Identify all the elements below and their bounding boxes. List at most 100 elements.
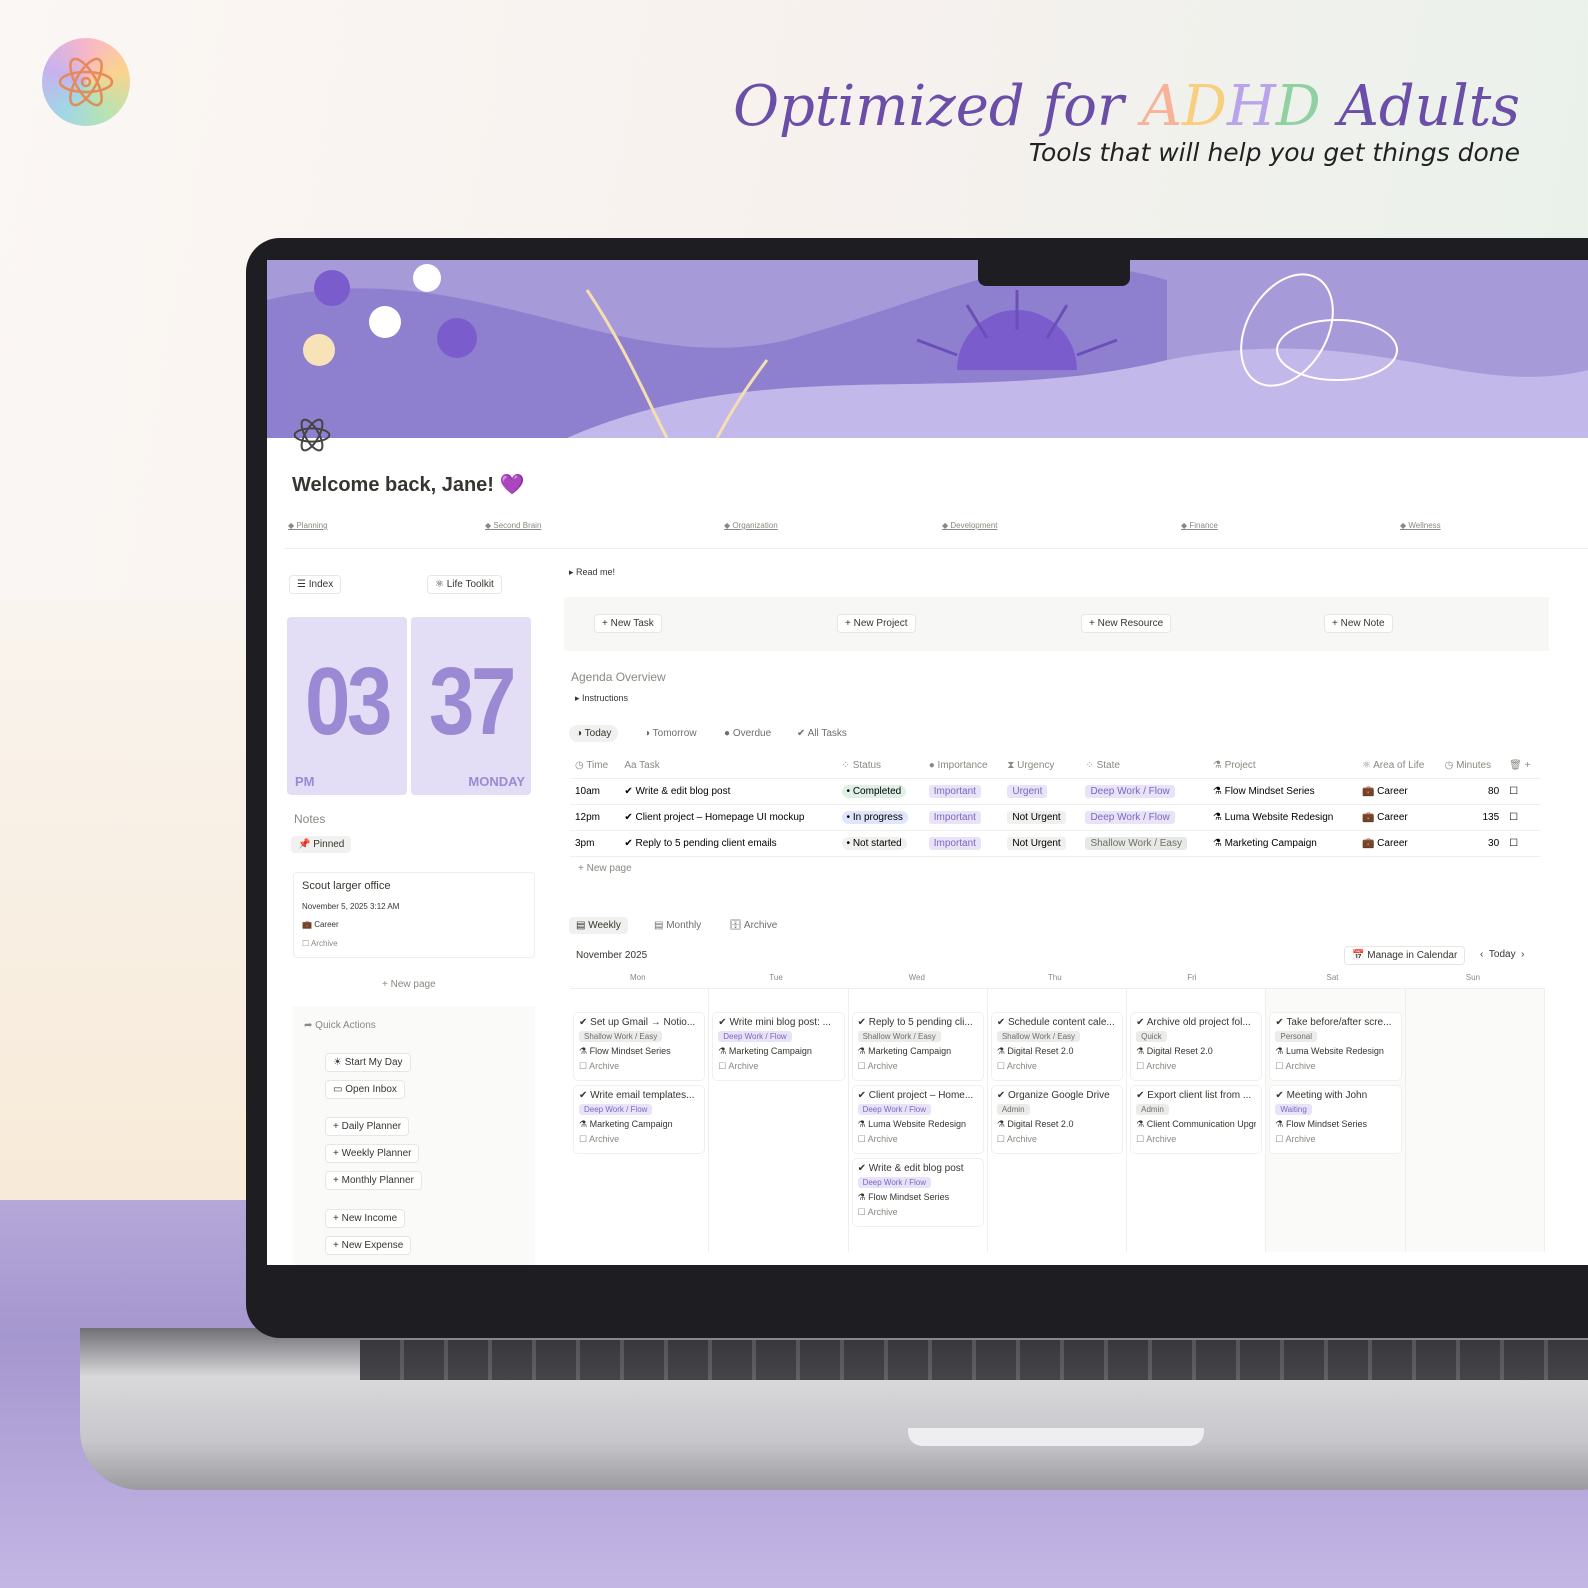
cell-minutes: 135 [1439,804,1505,831]
nav-link-planning[interactable]: ◆ Planning [288,521,328,530]
quick-button-new-task[interactable]: + New Task [594,614,662,633]
state-value: Shallow Work / Easy [1085,836,1187,850]
note-title: Scout larger office [302,880,391,892]
note-archive-checkbox[interactable]: ☐ Archive [302,939,338,948]
urgency-value: Urgent [1007,784,1048,798]
read-me-toggle[interactable]: ▸ Read me! [569,567,616,577]
archive-checkbox[interactable]: ☐ [1504,830,1540,857]
project-value: ⚗ Flow Mindset Series [1212,785,1315,797]
manage-in-calendar-button[interactable]: 📅 Manage in Calendar [1344,946,1466,965]
calendar-task-card[interactable]: ✔ Write & edit blog post Deep Work / Flow… [852,1159,983,1226]
card-archive-checkbox[interactable]: ☐ Archive [857,1134,898,1144]
new-note-page-button[interactable]: + New page [382,979,436,990]
day-header-tue: Tue [769,973,783,982]
card-state-tag: Shallow Work / Easy [857,1031,978,1042]
calendar-task-card[interactable]: ✔ Write email templates... Deep Work / Fl… [574,1086,705,1153]
table-row[interactable]: 12pm ✔ Client project – Homepage UI mocku… [570,804,1540,831]
card-title: ✔ Write email templates... [579,1090,695,1101]
card-archive-checkbox[interactable]: ☐ Archive [718,1061,759,1071]
calendar-task-card[interactable]: ✔ Client project – Home... Deep Work / Fl… [852,1086,983,1153]
calendar-task-card[interactable]: ✔ Meeting with John Waiting ⚗ Flow Mindset… [1270,1086,1401,1153]
card-state-tag: Quick [1136,1031,1256,1042]
card-archive-checkbox[interactable]: ☐ Archive [1136,1134,1177,1144]
month-label: November 2025 [576,950,648,961]
table-row[interactable]: 3pm ✔ Reply to 5 pending client emails • N… [570,830,1540,857]
card-title: ✔ Meeting with John [1275,1090,1368,1101]
new-task-page-button[interactable]: + New page [578,863,632,874]
quick-action-new-income[interactable]: + New Income [325,1209,406,1228]
card-archive-checkbox[interactable]: ☐ Archive [1275,1134,1316,1144]
tab-today[interactable]: ◑ Today [569,725,619,742]
table-row[interactable]: 10am ✔ Write & edit blog post • Completed I… [570,778,1540,805]
status-value: • In progress [841,810,908,824]
card-project: ⚗ Marketing Campaign [857,1046,952,1056]
calendar-task-card[interactable]: ✔ Schedule content cale... Shallow Work /… [991,1013,1123,1080]
calendar-task-card[interactable]: ✔ Take before/after scre... Personal ⚗ Lum… [1270,1013,1401,1080]
card-project: ⚗ Flow Mindset Series [1275,1119,1368,1129]
cell-urgency: Urgent [1002,778,1081,805]
card-archive-checkbox[interactable]: ☐ Archive [1136,1061,1177,1071]
card-archive-checkbox[interactable]: ☐ Archive [996,1061,1037,1071]
nav-link-wellness[interactable]: ◆ Wellness [1400,521,1441,530]
quick-action-monthly-planner[interactable]: + Monthly Planner [325,1171,422,1190]
card-state-tag: Deep Work / Flow [857,1177,978,1188]
card-title: ✔ Take before/after scre... [1275,1017,1392,1028]
instructions-toggle[interactable]: ▸ Instructions [575,693,629,703]
nav-link-second-brain[interactable]: ◆ Second Brain [485,521,542,530]
archive-checkbox[interactable]: ☐ [1504,778,1540,805]
calendar-tab-archive[interactable]: 🗄 Archive [722,917,785,934]
calendar-tab-monthly[interactable]: ▤ Monthly [647,917,709,934]
calendar-day-column: ✔ Schedule content cale... Shallow Work /… [988,989,1128,1252]
quick-button-new-note[interactable]: + New Note [1324,614,1393,633]
card-archive-checkbox[interactable]: ☐ Archive [857,1207,898,1217]
hero-title-letter: A [1141,74,1183,139]
calendar-task-card[interactable]: ✔ Archive old project fol... Quick ⚗ Digit… [1131,1013,1262,1080]
tab-overdue[interactable]: ● Overdue [717,725,779,742]
state-pill: Admin [996,1104,1030,1115]
quick-action-daily-planner[interactable]: + Daily Planner [325,1117,410,1136]
calendar-task-card[interactable]: ✔ Reply to 5 pending cli... Shallow Work … [852,1013,983,1080]
quick-action-new-expense[interactable]: + New Expense [325,1236,412,1255]
column-header-archive: 🗑 + [1504,754,1540,779]
calendar-task-card[interactable]: ✔ Export client list from ... Admin ⚗ Clie… [1131,1086,1262,1153]
index-button[interactable]: ☰ Index [289,575,342,594]
nav-link-organization[interactable]: ◆ Organization [724,521,778,530]
calendar-tab-weekly[interactable]: ▤ Weekly [569,917,628,934]
area-value: 💼 Career [1361,811,1408,823]
calendar-task-card[interactable]: ✔ Set up Gmail → Notio... Shallow Work / … [574,1013,705,1080]
pinned-tab[interactable]: 📌 Pinned [291,836,352,853]
state-pill: Shallow Work / Easy [996,1031,1081,1042]
card-archive-checkbox[interactable]: ☐ Archive [579,1061,620,1071]
nav-link-finance[interactable]: ◆ Finance [1181,521,1218,530]
quick-button-new-resource[interactable]: + New Resource [1081,614,1172,633]
notes-heading: Notes [294,812,326,826]
clock-hour-card: 03 PM [287,617,407,795]
calendar-task-card[interactable]: ✔ Write mini blog post: ... Deep Work / F… [713,1013,844,1080]
tab-tomorrow[interactable]: ◑ Tomorrow [637,725,704,742]
project-value: ⚗ Marketing Campaign [1212,837,1317,849]
quick-action-weekly-planner[interactable]: + Weekly Planner [325,1144,420,1163]
card-archive-checkbox[interactable]: ☐ Archive [857,1061,898,1071]
calendar-task-card[interactable]: ✔ Organize Google Drive Admin ⚗ Digital Re… [991,1086,1123,1153]
quick-action-open-inbox[interactable]: ▭ Open Inbox [325,1080,405,1099]
day-header-wed: Wed [908,973,925,982]
archive-checkbox[interactable]: ☐ [1504,804,1540,831]
cell-task: ✔ Write & edit blog post [619,778,837,805]
note-card[interactable]: Scout larger office November 5, 2025 3:1… [293,872,535,958]
state-pill: Deep Work / Flow [857,1104,931,1115]
nav-link-development[interactable]: ◆ Development [942,521,998,530]
tab-all-tasks[interactable]: ✔ All Tasks [790,725,854,742]
quick-button-new-project[interactable]: + New Project [837,614,916,633]
card-archive-checkbox[interactable]: ☐ Archive [579,1134,620,1144]
card-archive-checkbox[interactable]: ☐ Archive [1275,1061,1316,1071]
life-toolkit-button[interactable]: ⚛ Life Toolkit [427,575,502,594]
calendar-nav[interactable]: ‹ Today › [1480,949,1525,960]
hero-subtitle: Tools that will help you get things done [1028,138,1520,167]
cell-status: • Completed [836,778,924,805]
quick-action-start-my-day[interactable]: ☀ Start My Day [325,1053,411,1072]
card-archive-checkbox[interactable]: ☐ Archive [996,1134,1037,1144]
card-title: ✔ Organize Google Drive [996,1090,1110,1101]
importance-value: Important [928,810,981,824]
card-state-tag: Shallow Work / Easy [996,1031,1117,1042]
state-pill: Shallow Work / Easy [579,1031,663,1042]
